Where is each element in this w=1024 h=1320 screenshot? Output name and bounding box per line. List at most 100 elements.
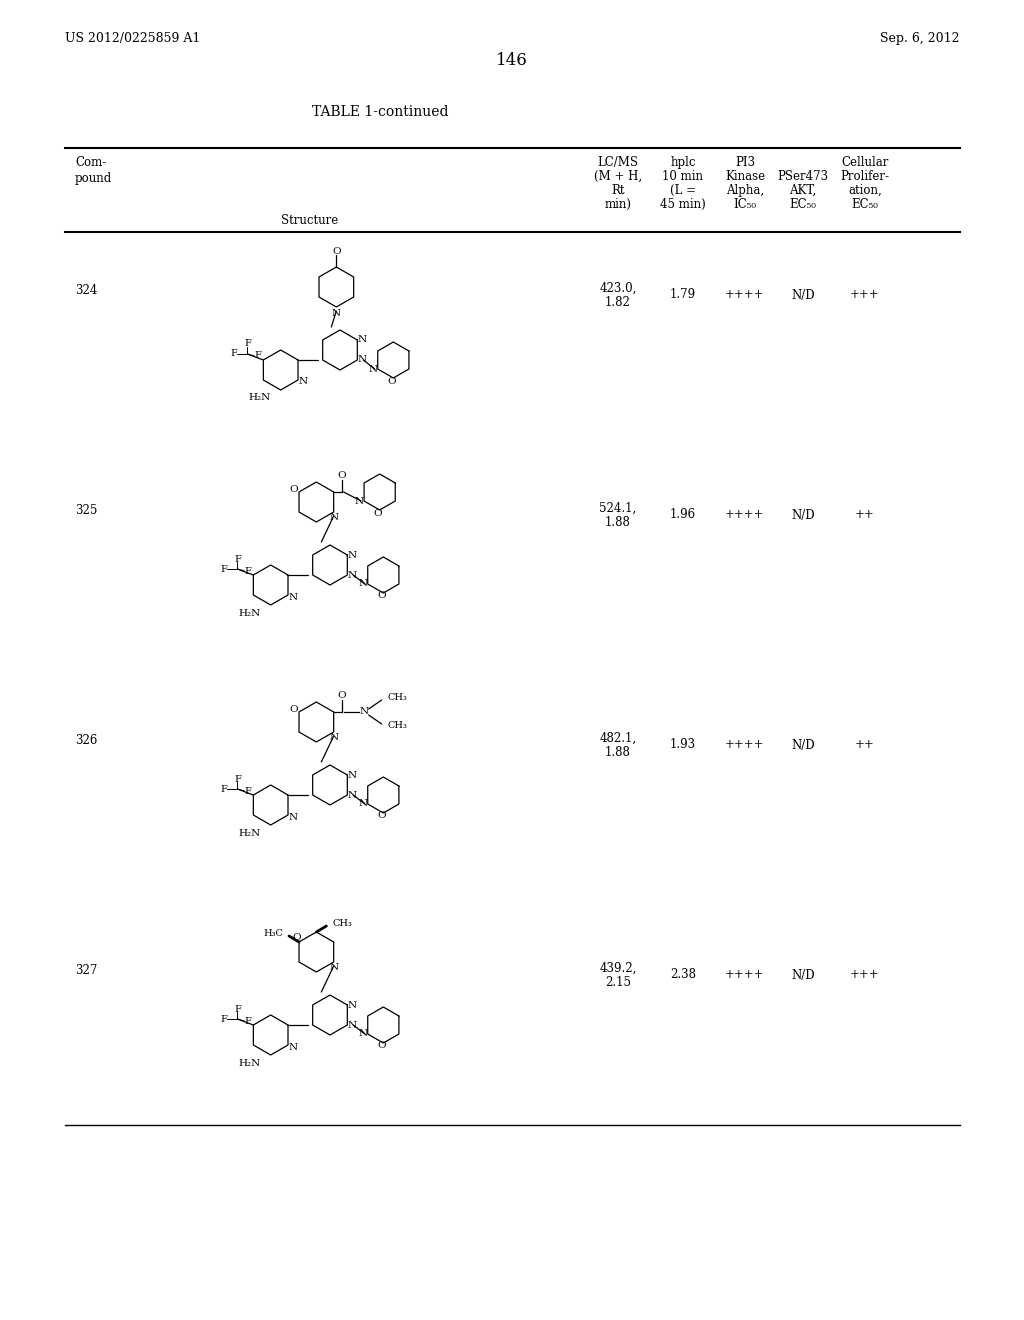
Text: O: O (377, 812, 386, 821)
Text: O: O (377, 591, 386, 601)
Text: O: O (337, 692, 346, 701)
Text: Alpha,: Alpha, (726, 183, 764, 197)
Text: 1.93: 1.93 (670, 738, 696, 751)
Text: 1.96: 1.96 (670, 508, 696, 521)
Text: N/D: N/D (792, 738, 815, 751)
Text: CH₃: CH₃ (388, 722, 408, 730)
Text: N: N (329, 513, 338, 523)
Text: O: O (374, 508, 382, 517)
Text: 423.0,: 423.0, (599, 281, 637, 294)
Text: N/D: N/D (792, 508, 815, 521)
Text: N: N (348, 1020, 357, 1030)
Text: H₂N: H₂N (239, 1059, 261, 1068)
Text: N: N (358, 800, 368, 808)
Text: 1.88: 1.88 (605, 746, 631, 759)
Text: ++++: ++++ (725, 969, 765, 982)
Text: 45 min): 45 min) (660, 198, 706, 211)
Text: +++: +++ (850, 969, 880, 982)
Text: 2.38: 2.38 (670, 969, 696, 982)
Text: 2.15: 2.15 (605, 975, 631, 989)
Text: Prolifer-: Prolifer- (841, 170, 890, 183)
Text: N/D: N/D (792, 969, 815, 982)
Text: N: N (359, 708, 369, 717)
Text: N: N (332, 309, 341, 318)
Text: 524.1,: 524.1, (599, 502, 637, 515)
Text: (M + H,: (M + H, (594, 170, 642, 183)
Text: N: N (348, 570, 357, 579)
Text: PI3: PI3 (735, 156, 755, 169)
Text: 439.2,: 439.2, (599, 961, 637, 974)
Text: ++++: ++++ (725, 289, 765, 301)
Text: 1.88: 1.88 (605, 516, 631, 528)
Text: 324: 324 (75, 284, 97, 297)
Text: N: N (329, 964, 338, 973)
Text: F: F (220, 784, 226, 793)
Text: N: N (358, 1030, 368, 1039)
Text: N: N (289, 1043, 298, 1052)
Text: N: N (357, 335, 367, 345)
Text: TABLE 1-continued: TABLE 1-continued (311, 106, 449, 119)
Text: N: N (348, 1001, 357, 1010)
Text: H₂N: H₂N (239, 829, 261, 837)
Text: F: F (244, 339, 251, 348)
Text: AKT,: AKT, (790, 183, 816, 197)
Text: F: F (233, 775, 241, 784)
Text: 1.79: 1.79 (670, 289, 696, 301)
Text: EC₅₀: EC₅₀ (790, 198, 816, 211)
Text: ++: ++ (855, 738, 874, 751)
Text: 482.1,: 482.1, (599, 731, 637, 744)
Text: 146: 146 (496, 51, 528, 69)
Text: O: O (290, 484, 298, 494)
Text: H₃C: H₃C (263, 929, 283, 939)
Text: ++++: ++++ (725, 738, 765, 751)
Text: Kinase: Kinase (725, 170, 765, 183)
Text: O: O (377, 1041, 386, 1051)
Text: 325: 325 (75, 503, 97, 516)
Text: H₂N: H₂N (239, 609, 261, 618)
Text: N: N (289, 593, 298, 602)
Text: Com-: Com- (75, 156, 106, 169)
Text: N: N (348, 791, 357, 800)
Text: N: N (358, 579, 368, 589)
Text: F: F (220, 1015, 226, 1023)
Text: F: F (233, 1005, 241, 1014)
Text: F: F (244, 566, 251, 576)
Text: N/D: N/D (792, 289, 815, 301)
Text: O: O (293, 932, 301, 941)
Text: IC₅₀: IC₅₀ (733, 198, 757, 211)
Text: F: F (230, 350, 237, 359)
Text: ++: ++ (855, 508, 874, 521)
Text: Rt: Rt (611, 183, 625, 197)
Text: 327: 327 (75, 964, 97, 977)
Text: LC/MS: LC/MS (597, 156, 639, 169)
Text: N: N (329, 734, 338, 742)
Text: N: N (369, 364, 377, 374)
Text: N: N (348, 771, 357, 780)
Text: CH₃: CH₃ (388, 693, 408, 702)
Text: PSer473: PSer473 (777, 170, 828, 183)
Text: N: N (289, 813, 298, 821)
Text: F: F (233, 554, 241, 564)
Text: ation,: ation, (848, 183, 882, 197)
Text: N: N (348, 550, 357, 560)
Text: N: N (357, 355, 367, 364)
Text: EC₅₀: EC₅₀ (852, 198, 879, 211)
Text: F: F (244, 787, 251, 796)
Text: (L =: (L = (670, 183, 696, 197)
Text: H₂N: H₂N (249, 393, 270, 403)
Text: F: F (254, 351, 261, 360)
Text: min): min) (604, 198, 632, 211)
Text: F: F (244, 1016, 251, 1026)
Text: 10 min: 10 min (663, 170, 703, 183)
Text: O: O (337, 471, 346, 480)
Text: CH₃: CH₃ (333, 920, 352, 928)
Text: US 2012/0225859 A1: US 2012/0225859 A1 (65, 32, 201, 45)
Text: F: F (220, 565, 226, 573)
Text: O: O (332, 247, 341, 256)
Text: 1.82: 1.82 (605, 296, 631, 309)
Text: 326: 326 (75, 734, 97, 747)
Text: O: O (387, 376, 395, 385)
Text: Structure: Structure (282, 214, 339, 227)
Text: Cellular: Cellular (842, 156, 889, 169)
Text: N: N (298, 378, 307, 387)
